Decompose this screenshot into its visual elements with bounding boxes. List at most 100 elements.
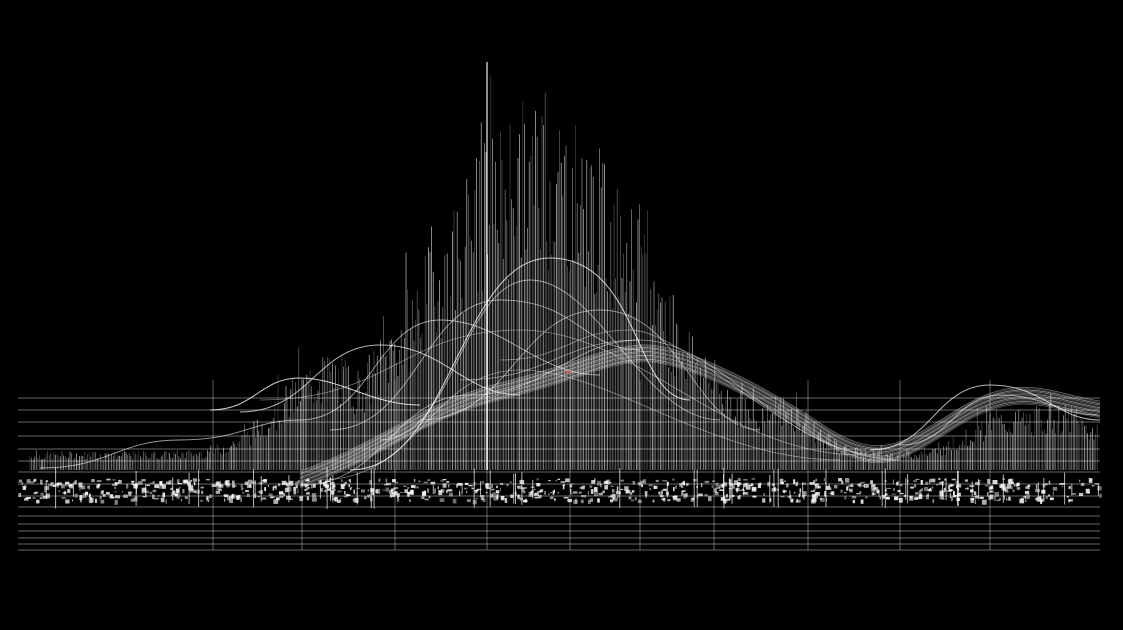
noise-mark	[229, 499, 233, 503]
noise-mark	[817, 486, 821, 489]
noise-mark	[114, 499, 118, 505]
noise-mark	[882, 494, 886, 499]
noise-mark	[440, 488, 445, 493]
noise-mark	[184, 496, 188, 499]
noise-mark	[815, 492, 820, 496]
ribbon-strand	[299, 361, 1101, 489]
noise-mark	[306, 496, 309, 501]
noise-mark	[446, 490, 448, 494]
noise-mark	[145, 494, 147, 498]
noise-mark	[240, 488, 243, 491]
noise-mark	[802, 482, 806, 485]
noise-mark	[610, 494, 612, 497]
noise-mark	[802, 491, 807, 496]
noise-mark	[981, 499, 987, 505]
noise-mark	[158, 486, 161, 489]
noise-mark	[843, 492, 847, 494]
noise-mark	[299, 496, 303, 502]
noise-mark	[50, 482, 54, 487]
noise-mark	[416, 486, 419, 489]
noise-mark	[841, 480, 844, 485]
noise-mark	[734, 480, 738, 486]
noise-mark	[1071, 492, 1076, 495]
noise-mark	[263, 479, 267, 483]
noise-mark	[295, 481, 299, 487]
noise-mark	[30, 481, 35, 484]
noise-mark	[939, 494, 945, 500]
noise-mark	[938, 478, 941, 480]
noise-mark	[579, 487, 581, 489]
noise-mark	[816, 495, 818, 499]
noise-mark	[619, 488, 624, 490]
noise-mark	[517, 494, 521, 500]
noise-mark	[340, 497, 342, 502]
noise-mark	[176, 493, 181, 498]
noise-mark	[349, 487, 352, 490]
ribbon-strand	[299, 348, 1101, 476]
noise-mark	[594, 487, 598, 492]
noise-mark	[594, 478, 596, 483]
noise-mark	[872, 492, 874, 496]
noise-mark	[948, 485, 951, 490]
noise-mark	[594, 491, 599, 497]
noise-mark	[79, 495, 83, 500]
noise-mark	[953, 495, 958, 497]
noise-mark	[974, 499, 976, 504]
noise-mark	[244, 481, 249, 485]
ribbon-strand	[299, 345, 1101, 473]
noise-mark	[397, 498, 400, 502]
noise-mark	[1035, 489, 1040, 493]
noise-mark	[195, 489, 200, 494]
noise-mark	[958, 483, 961, 488]
noise-mark	[42, 495, 48, 499]
noise-mark	[159, 481, 163, 486]
ribbon-strand	[299, 344, 1101, 472]
noise-mark	[924, 486, 929, 492]
noise-mark	[743, 479, 748, 481]
noise-mark	[245, 490, 249, 492]
noise-mark	[999, 498, 1001, 501]
noise-mark	[257, 491, 259, 493]
noise-mark	[1008, 496, 1011, 501]
noise-mark	[190, 479, 192, 482]
noise-mark	[536, 483, 541, 487]
noise-mark	[879, 496, 881, 500]
noise-mark	[67, 489, 69, 491]
noise-mark	[1079, 479, 1081, 483]
noise-mark	[849, 488, 853, 493]
noise-mark	[534, 497, 539, 499]
noise-mark	[920, 489, 922, 492]
noise-mark	[142, 495, 146, 498]
noise-mark	[826, 498, 828, 501]
noise-mark	[372, 491, 375, 496]
noise-mark	[311, 493, 317, 498]
noise-mark	[468, 485, 473, 487]
noise-mark	[724, 499, 728, 503]
noise-mark	[550, 492, 553, 494]
noise-mark	[838, 478, 843, 482]
noise-mark	[637, 499, 642, 504]
noise-mark	[79, 486, 81, 491]
noise-mark	[180, 498, 183, 502]
noise-mark	[337, 490, 342, 493]
noise-mark	[162, 492, 166, 498]
noise-mark	[591, 480, 596, 484]
noise-mark	[324, 490, 327, 492]
noise-mark	[716, 486, 721, 489]
noise-mark	[1021, 497, 1024, 500]
noise-mark	[814, 483, 817, 486]
noise-mark	[537, 490, 542, 493]
noise-mark	[634, 497, 637, 501]
noise-mark	[964, 479, 968, 482]
noise-mark	[178, 486, 181, 489]
noise-mark	[321, 483, 325, 485]
noise-mark	[616, 486, 619, 492]
noise-mark	[466, 490, 468, 493]
noise-mark	[216, 485, 222, 490]
noise-mark	[658, 491, 663, 496]
noise-mark	[943, 488, 945, 493]
noise-mark	[672, 478, 675, 481]
noise-mark	[641, 484, 643, 488]
noise-mark	[752, 486, 756, 490]
noise-mark	[919, 494, 921, 497]
